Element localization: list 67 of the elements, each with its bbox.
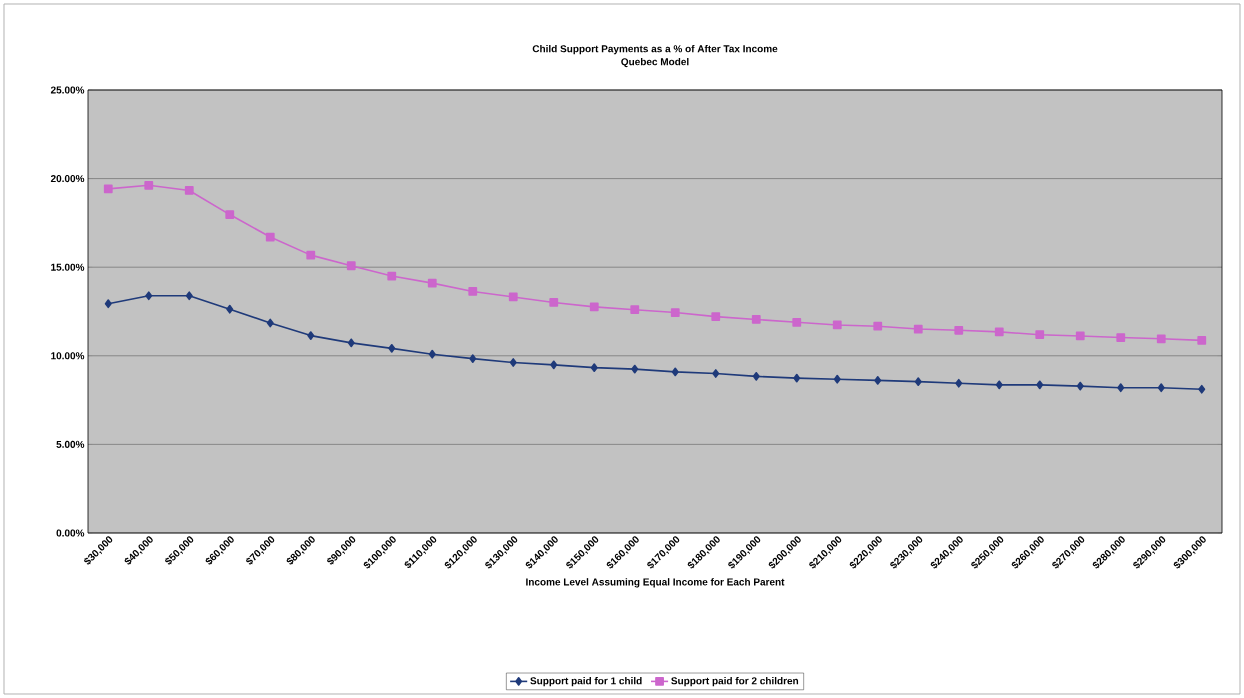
point — [1117, 383, 1125, 393]
point — [711, 312, 721, 322]
point — [670, 308, 680, 317]
point — [225, 210, 235, 219]
point — [509, 358, 517, 367]
point — [347, 338, 355, 348]
chart-title: Child Support Payments as a % of After Tax Income — [532, 44, 778, 55]
point — [549, 298, 559, 307]
point — [1035, 330, 1045, 340]
point — [873, 321, 883, 331]
point — [428, 349, 436, 359]
point — [184, 186, 194, 195]
point — [265, 232, 275, 242]
point — [145, 291, 153, 301]
point — [913, 324, 923, 334]
point — [631, 364, 639, 374]
point — [266, 318, 274, 328]
point — [550, 360, 558, 370]
y-tick-label: 15.00% — [51, 263, 85, 271]
y-tick-label: 25.00% — [50, 86, 85, 94]
point — [914, 377, 922, 387]
point — [712, 369, 720, 378]
point — [1197, 335, 1207, 345]
point — [306, 250, 316, 260]
point — [793, 373, 801, 383]
point — [1198, 384, 1206, 394]
point — [185, 291, 193, 301]
point — [1116, 333, 1126, 342]
point — [1156, 334, 1166, 344]
point — [954, 325, 964, 335]
point — [1076, 381, 1084, 391]
y-tick-label: 10.00% — [51, 352, 85, 360]
point — [994, 327, 1004, 337]
point — [1036, 380, 1044, 390]
y-tick-label: 0.00% — [56, 529, 85, 537]
point — [630, 305, 640, 315]
x-axis-title: Income Level Assuming Equal Income for Each Parent — [526, 578, 785, 588]
point — [832, 320, 842, 330]
point — [833, 374, 841, 384]
y-tick-label: 5.00% — [56, 440, 85, 448]
point — [103, 184, 113, 194]
point — [751, 315, 761, 324]
point — [144, 180, 154, 190]
legend-label: Support paid for 2 children — [671, 677, 799, 687]
point — [1075, 331, 1085, 341]
point — [792, 317, 802, 327]
point — [752, 371, 760, 381]
point — [469, 354, 477, 364]
point — [346, 261, 356, 271]
legend-label: Support paid for 1 child — [530, 677, 642, 687]
point — [307, 331, 315, 340]
y-tick-label: 20.00% — [50, 175, 85, 183]
point — [104, 299, 112, 309]
point — [874, 376, 882, 385]
point — [226, 304, 234, 314]
point — [590, 363, 598, 373]
point — [427, 278, 437, 288]
point — [995, 380, 1003, 390]
point — [387, 271, 397, 281]
point — [1157, 383, 1165, 393]
point — [468, 287, 478, 296]
chart-subtitle: Quebec Model — [621, 57, 689, 68]
point — [388, 343, 396, 353]
point — [955, 378, 963, 388]
point — [508, 292, 518, 302]
point — [671, 367, 679, 377]
point — [589, 302, 599, 312]
